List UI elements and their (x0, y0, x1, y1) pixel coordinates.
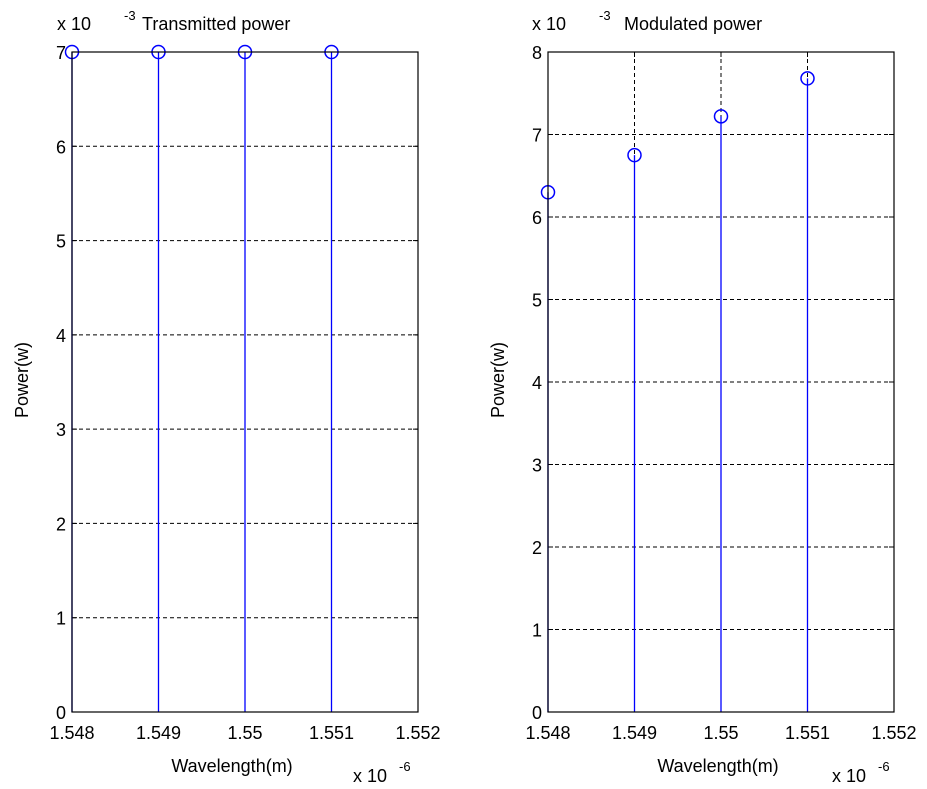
stem-marker (627, 147, 642, 163)
y-tick-label: 3 (532, 456, 542, 476)
x-multiplier: x 10 (353, 766, 387, 786)
x-tick-label: 1.549 (612, 723, 657, 743)
y-exponent: -3 (124, 8, 136, 23)
x-tick-label: 1.55 (227, 723, 262, 743)
y-tick-label: 1 (56, 609, 66, 629)
x-tick-label: 1.548 (49, 723, 94, 743)
y-tick-label: 0 (532, 703, 542, 723)
stem-marker (800, 71, 815, 86)
axes-frame (547, 51, 895, 713)
x-tick-label: 1.551 (309, 723, 354, 743)
y-tick-label: 5 (56, 232, 66, 252)
x-tick-label: 1.55 (703, 723, 738, 743)
x-tick-label: 1.548 (525, 723, 570, 743)
y-tick-label: 2 (532, 538, 542, 558)
y-multiplier: x 10 (57, 14, 91, 34)
y-tick-label: 8 (532, 43, 542, 63)
y-exponent: -3 (599, 8, 611, 23)
y-tick-label: 3 (56, 420, 66, 440)
axes-frame (71, 51, 419, 713)
x-tick-label: 1.552 (871, 723, 916, 743)
y-tick-label: 7 (532, 126, 542, 146)
y-tick-label: 7 (56, 43, 66, 63)
y-tick-label: 4 (532, 373, 542, 393)
y-tick-label: 2 (56, 514, 66, 534)
chart-title: Modulated power (624, 14, 762, 34)
chart-title: Transmitted power (142, 14, 290, 34)
y-axis-label: Power(w) (12, 342, 32, 418)
y-tick-label: 6 (56, 137, 66, 157)
x-axis-label: Wavelength(m) (171, 756, 292, 776)
y-tick-label: 4 (56, 326, 66, 346)
y-tick-label: 6 (532, 208, 542, 228)
x-tick-label: 1.552 (395, 723, 440, 743)
x-exponent: -6 (878, 759, 890, 774)
y-tick-label: 0 (56, 703, 66, 723)
chart-modulated-power: Modulated power x 10 -3 Power(w) Wavelen… (488, 8, 917, 786)
x-exponent: -6 (399, 759, 411, 774)
y-axis-label: Power(w) (488, 342, 508, 418)
x-tick-label: 1.549 (136, 723, 181, 743)
x-tick-label: 1.551 (785, 723, 830, 743)
x-axis-label: Wavelength(m) (657, 756, 778, 776)
stem-marker (713, 109, 729, 124)
x-multiplier: x 10 (832, 766, 866, 786)
chart-transmitted-power: Transmitted power x 10 -3 Power(w) Wavel… (12, 8, 441, 786)
y-tick-label: 5 (532, 291, 542, 311)
y-multiplier: x 10 (532, 14, 566, 34)
y-tick-label: 1 (532, 621, 542, 641)
